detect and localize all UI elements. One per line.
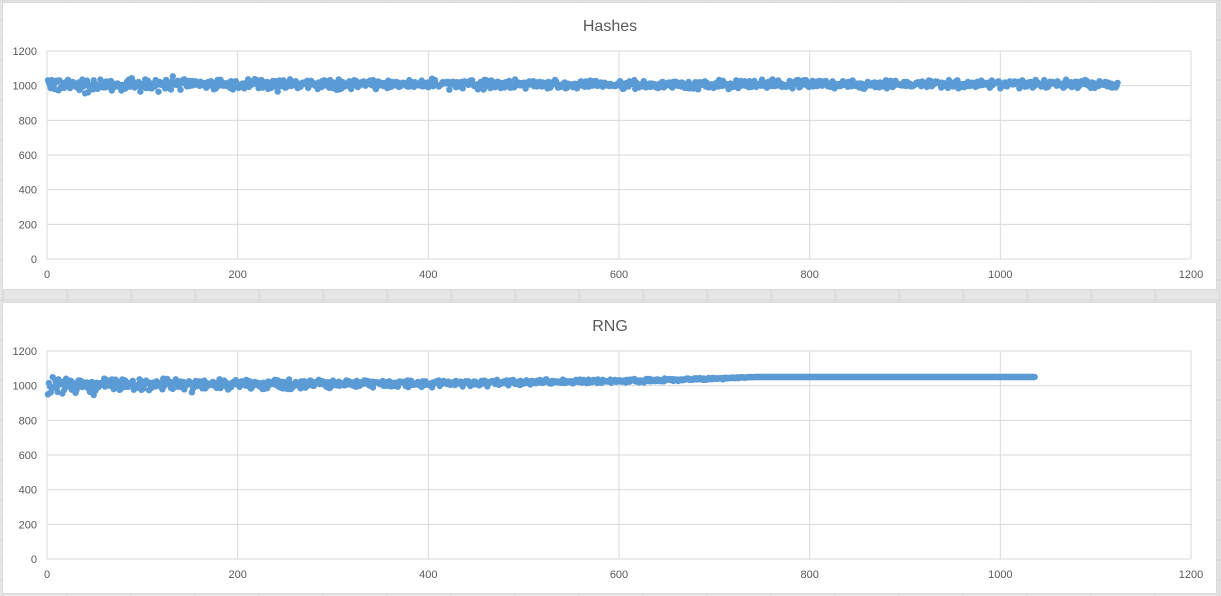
chart-panel-hashes[interactable]: Hashes 0 200 400 600 800 1000 1200 0 200 400 600 80… [2, 2, 1217, 290]
x-tick-label: 200 [228, 569, 246, 581]
x-tick-label: 1000 [988, 569, 1012, 581]
y-tick-label: 400 [19, 485, 37, 497]
x-tick-label: 400 [419, 269, 437, 281]
x-tick-label: 1200 [1179, 569, 1203, 581]
x-tick-label: 600 [610, 569, 628, 581]
scatter-chart-rng: RNG 0 200 400 600 800 1000 1200 0 200 400 600 800 10… [13, 318, 1204, 581]
y-tick-label: 800 [19, 415, 37, 427]
y-tick-label: 0 [31, 254, 37, 266]
x-tick-label: 600 [610, 269, 628, 281]
x-tick-label: 400 [419, 569, 437, 581]
data-point [169, 73, 176, 80]
data-point [54, 388, 61, 396]
x-tick-label: 0 [44, 269, 50, 281]
y-tick-label: 600 [19, 150, 37, 162]
y-tick-label: 800 [19, 115, 37, 127]
chart-panel-rng[interactable]: RNG 0 200 400 600 800 1000 1200 0 200 400 600 800 10… [2, 302, 1217, 594]
data-point [129, 377, 136, 384]
x-tick-label: 0 [44, 569, 50, 581]
x-tick-label: 1200 [1179, 269, 1203, 281]
data-point [177, 86, 184, 93]
series-points [44, 373, 1038, 399]
y-tick-label: 400 [19, 185, 37, 197]
x-tick-label: 200 [228, 269, 246, 281]
data-point [369, 384, 377, 391]
x-tick-label: 800 [800, 569, 818, 581]
y-tick-label: 1000 [13, 381, 37, 393]
data-point [102, 376, 110, 383]
data-point [274, 88, 281, 95]
data-point [1031, 373, 1038, 381]
x-tick-label: 800 [800, 269, 818, 281]
data-point [431, 76, 439, 84]
data-point [155, 88, 162, 95]
y-tick-label: 1200 [13, 46, 37, 58]
data-point [107, 77, 115, 85]
data-point [84, 89, 92, 96]
data-point [167, 86, 175, 93]
chart-title: RNG [592, 318, 628, 335]
data-point [229, 86, 237, 93]
data-point [446, 86, 453, 93]
data-point [1114, 79, 1121, 87]
series-points [44, 73, 1121, 97]
scatter-chart-hashes: Hashes 0 200 400 600 800 1000 1200 0 200 400 600 80… [13, 18, 1204, 281]
y-tick-label: 200 [19, 219, 37, 231]
y-tick-label: 1200 [13, 346, 37, 358]
chart-title: Hashes [583, 18, 637, 35]
data-point [97, 76, 104, 83]
y-tick-label: 600 [19, 450, 37, 462]
data-point [487, 84, 494, 92]
y-tick-label: 1000 [13, 81, 37, 93]
data-point [506, 77, 513, 85]
data-point [137, 88, 144, 95]
x-tick-label: 1000 [988, 269, 1012, 281]
y-tick-label: 200 [19, 519, 37, 531]
data-point [669, 84, 676, 91]
y-tick-label: 0 [31, 554, 37, 566]
